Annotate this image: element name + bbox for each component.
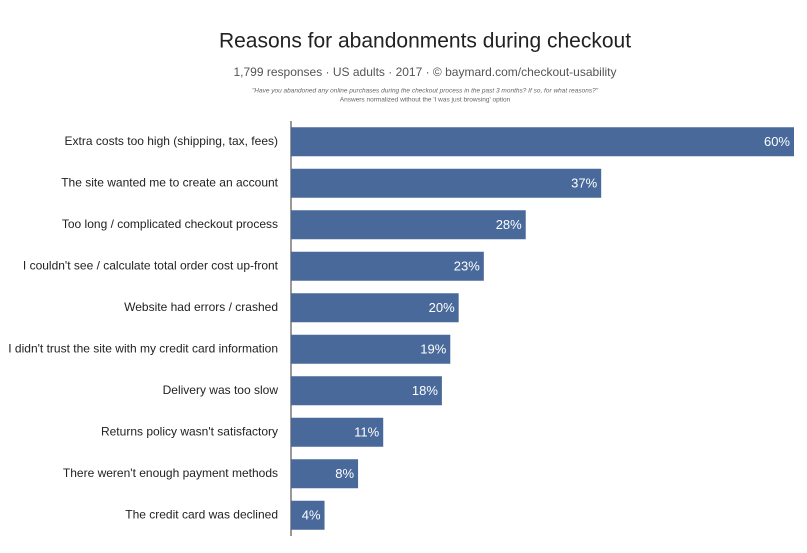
bar [291, 251, 484, 281]
value-label: 18% [412, 383, 438, 398]
chart-subtitle: 1,799 responses · US adults · 2017 · © b… [233, 65, 616, 79]
bar [291, 417, 384, 447]
value-label: 19% [420, 342, 446, 357]
value-label: 20% [429, 300, 455, 315]
category-label: Returns policy wasn't satisfactory [101, 424, 278, 438]
bar [291, 334, 451, 364]
value-label: 8% [335, 466, 354, 481]
value-label: 28% [496, 217, 522, 232]
category-label: I couldn't see / calculate total order c… [23, 258, 279, 272]
category-label: Website had errors / crashed [124, 300, 278, 314]
bar [291, 168, 602, 198]
bar [291, 293, 459, 323]
value-label: 4% [302, 508, 321, 523]
category-label: Extra costs too high (shipping, tax, fee… [65, 134, 278, 148]
bar [291, 459, 359, 489]
category-label: Too long / complicated checkout process [62, 217, 278, 231]
bar [291, 210, 526, 240]
value-label: 60% [764, 134, 790, 149]
category-label: The site wanted me to create an account [61, 175, 278, 189]
category-label: There weren't enough payment methods [63, 466, 278, 480]
category-label: The credit card was declined [125, 507, 278, 521]
category-label: Delivery was too slow [163, 383, 279, 397]
chart-title: Reasons for abandonments during checkout [219, 30, 631, 53]
bar [291, 376, 442, 406]
category-label: I didn't trust the site with my credit c… [8, 341, 278, 355]
bar [291, 500, 325, 530]
bar [291, 127, 794, 157]
chart-note: "Have you abandoned any online purchases… [252, 88, 599, 95]
value-label: 23% [454, 259, 480, 274]
value-label: 11% [354, 425, 379, 440]
value-label: 37% [571, 176, 597, 191]
chart-note: Answers normalized without the 'I was ju… [340, 97, 511, 104]
